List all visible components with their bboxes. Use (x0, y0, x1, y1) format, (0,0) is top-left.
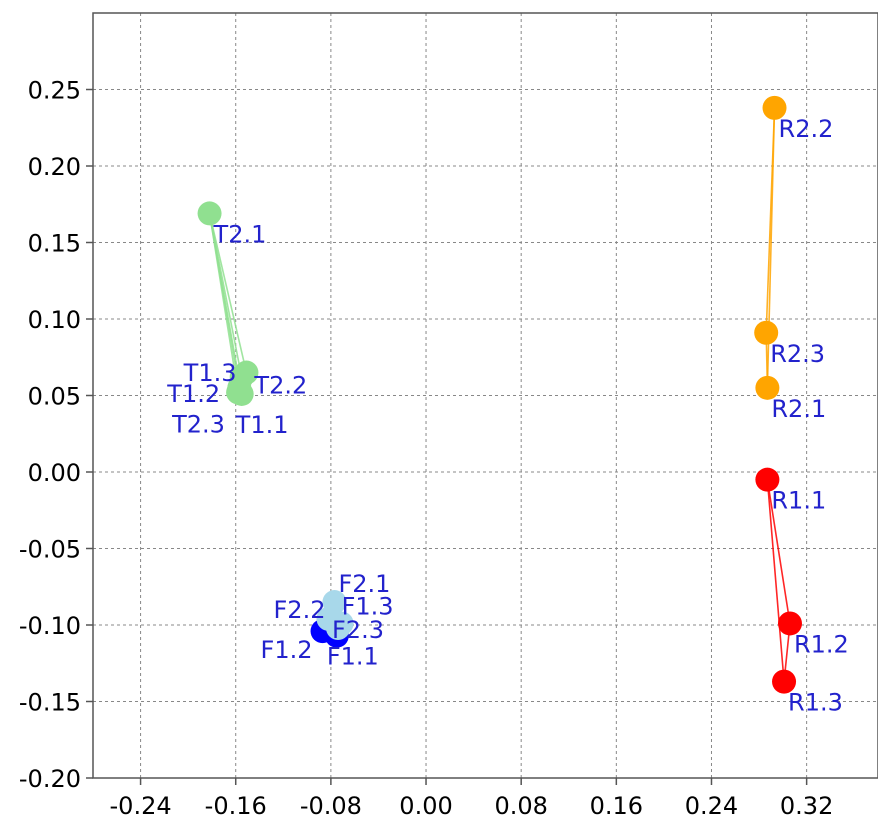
point-label: T2.3 (171, 410, 225, 438)
point-R1-2 (777, 611, 802, 636)
point-label: F2.2 (274, 596, 326, 624)
point-label: R1.3 (788, 689, 843, 717)
y-tick-label: -0.20 (19, 765, 81, 793)
point-R1-3 (772, 669, 797, 694)
point-label: R1.2 (794, 630, 849, 658)
point-R2-2 (762, 95, 787, 120)
connector-line (208, 213, 248, 373)
point-label: T2.2 (253, 372, 307, 400)
y-tick-label: 0.05 (28, 383, 81, 411)
x-axis-ticks: -0.24 -0.16 -0.08 0.00 0.08 0.16 0.24 0.32 (110, 778, 833, 820)
point-label: T1.1 (235, 411, 289, 439)
point-R1-1 (755, 467, 780, 492)
x-tick-label: -0.08 (300, 792, 362, 820)
y-tick-label: 0.15 (28, 230, 81, 258)
point-label: R2.1 (771, 395, 826, 423)
point-labels: T2.1 T2.2 T1.3T1.2T2.3 T1.1 R2.2 R2.3 R2.1 R1.1… (166, 115, 849, 717)
y-tick-label: -0.10 (19, 612, 81, 640)
y-tick-label: -0.15 (19, 689, 81, 717)
y-tick-label: 0.25 (28, 77, 81, 105)
x-tick-label: 0.24 (685, 792, 738, 820)
connector-line (208, 213, 243, 395)
x-tick-label: 0.32 (780, 792, 833, 820)
x-tick-label: -0.16 (205, 792, 267, 820)
point-label: F1.1 (327, 643, 379, 671)
point-label: R2.3 (770, 340, 825, 368)
point-label: T1.3 (183, 359, 237, 387)
point-T2-1 (197, 201, 222, 226)
connector-line (766, 479, 785, 682)
point-label: F1.3 (342, 592, 394, 620)
point-label: F2.1 (338, 570, 390, 598)
y-axis-ticks: -0.20 -0.15 -0.10 -0.05 0.00 0.05 0.10 0.15 0.20… (19, 77, 93, 793)
data-points (197, 95, 802, 694)
point-label: T1.2 (166, 380, 220, 408)
x-tick-label: 0.00 (399, 792, 452, 820)
point-R2-1 (755, 375, 780, 400)
point-label: T2.1 (213, 220, 267, 248)
y-tick-label: 0.00 (28, 459, 81, 487)
point-label: R1.1 (771, 487, 826, 515)
x-tick-label: 0.16 (590, 792, 643, 820)
connector-line (766, 479, 791, 624)
x-tick-label: -0.24 (110, 792, 172, 820)
point-F2-3 (326, 616, 351, 641)
y-tick-label: -0.05 (19, 536, 81, 564)
y-tick-label: 0.20 (28, 153, 81, 181)
point-T1-1 (229, 381, 254, 406)
x-tick-label: 0.08 (494, 792, 547, 820)
point-label: F1.2 (261, 636, 313, 664)
point-R2-3 (754, 320, 779, 345)
point-label: F2.3 (332, 616, 384, 644)
point-label: R2.2 (779, 115, 834, 143)
y-tick-label: 0.10 (28, 306, 81, 334)
